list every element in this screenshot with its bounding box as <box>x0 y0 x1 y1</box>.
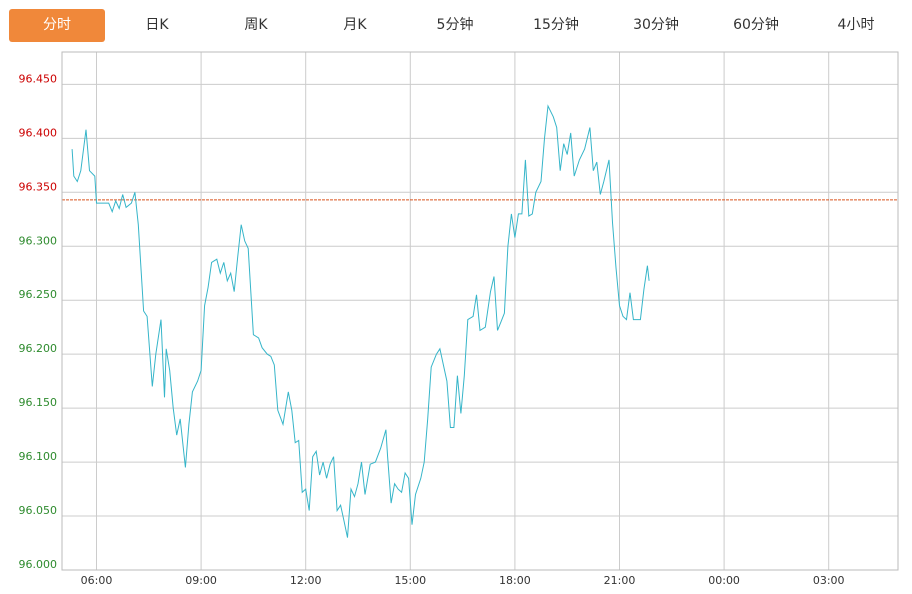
tab-5min[interactable]: 5分钟 <box>436 17 474 33</box>
y-tick-label: 96.100 <box>19 450 58 463</box>
chart-grid <box>62 52 898 571</box>
tab-daily-k[interactable]: 日K <box>145 17 169 33</box>
y-tick-label: 96.450 <box>19 72 58 85</box>
y-tick-label: 96.300 <box>19 234 58 247</box>
tab-15min[interactable]: 15分钟 <box>533 17 579 33</box>
timeframe-tabs: 分时 日K 周K 月K 5分钟 15分钟 30分钟 60分钟 4小时 <box>0 0 912 50</box>
y-tick-label: 96.250 <box>19 288 58 301</box>
tab-monthly-k[interactable]: 月K <box>343 17 367 33</box>
y-axis-labels: 96.000 96.050 96.100 96.150 96.200 96.250 96.3… <box>19 72 58 571</box>
x-tick-label: 00:00 <box>708 574 740 587</box>
x-axis-labels: 06:00 09:00 12:00 15:00 18:00 21:00 00:00 03:00 <box>81 574 845 587</box>
y-tick-label: 96.350 <box>19 180 58 193</box>
plot-frame <box>61 51 899 571</box>
tab-weekly-k[interactable]: 周K <box>244 17 268 33</box>
y-tick-label: 96.400 <box>19 126 58 139</box>
x-tick-label: 12:00 <box>290 574 322 587</box>
x-tick-label: 03:00 <box>813 574 845 587</box>
price-line <box>71 104 650 538</box>
x-tick-label: 06:00 <box>81 574 113 587</box>
y-tick-label: 96.200 <box>19 342 58 355</box>
tab-4hour[interactable]: 4小时 <box>837 17 875 33</box>
x-tick-label: 15:00 <box>394 574 426 587</box>
y-tick-label: 96.150 <box>19 396 58 409</box>
x-tick-label: 18:00 <box>499 574 531 587</box>
x-tick-label: 09:00 <box>185 574 217 587</box>
tab-intraday[interactable]: 分时 <box>9 9 105 42</box>
tab-60min[interactable]: 60分钟 <box>733 17 779 33</box>
y-tick-label: 96.000 <box>19 558 58 571</box>
y-tick-label: 96.050 <box>19 504 58 517</box>
tab-30min[interactable]: 30分钟 <box>633 17 679 33</box>
x-tick-label: 21:00 <box>604 574 636 587</box>
